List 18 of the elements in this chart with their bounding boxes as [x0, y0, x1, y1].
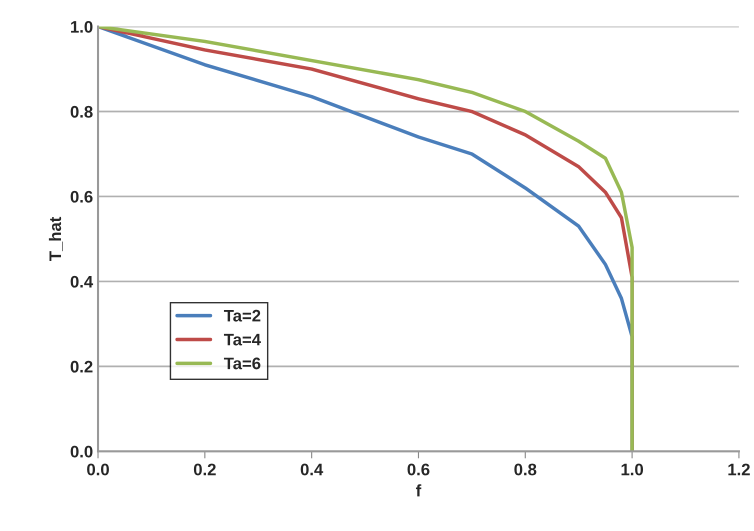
x-tick-label: 0.4 — [300, 464, 324, 476]
legend-label: Ta=4 — [224, 334, 261, 346]
y-tick-label: 0.8 — [70, 106, 93, 118]
x-tick-label: 1.0 — [622, 464, 644, 476]
x-tick-label: 0.6 — [408, 464, 430, 476]
x-tick-label: 0.2 — [194, 464, 216, 476]
y-tick-label: 1.0 — [71, 20, 92, 33]
y-tick-label: 0.0 — [70, 446, 92, 458]
x-tick-label: 0.0 — [87, 464, 109, 476]
legend-label: Ta=6 — [224, 358, 260, 370]
x-axis-title: f — [416, 484, 422, 496]
x-tick-label: 1.2 — [728, 464, 750, 476]
y-tick-label: 0.4 — [70, 276, 94, 288]
y-tick-label: 0.2 — [70, 360, 92, 373]
legend-label: Ta=2 — [224, 310, 260, 322]
x-tick-label: 0.8 — [514, 464, 536, 476]
y-tick-label: 0.6 — [70, 190, 93, 203]
y-axis-title: T_hat — [48, 216, 64, 261]
